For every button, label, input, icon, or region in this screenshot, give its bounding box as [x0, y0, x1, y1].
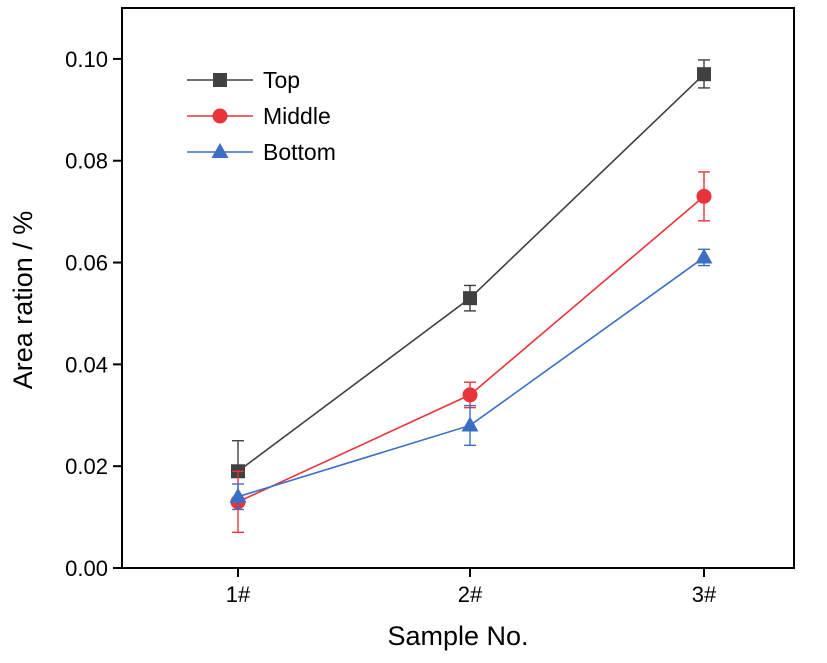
y-tick-label: 0.06: [65, 251, 108, 276]
y-tick-label: 0.02: [65, 454, 108, 479]
legend: Top Middle Bottom: [187, 67, 336, 165]
data-point-middle: [696, 188, 712, 204]
legend-marker-bottom: [211, 143, 229, 158]
plot-frame: [121, 7, 795, 569]
series-middle: [230, 171, 712, 534]
x-axis-ticks: 1# 2# 3#: [226, 568, 717, 607]
x-axis-title: Sample No.: [387, 621, 528, 651]
data-point-bottom: [695, 248, 713, 264]
y-tick-label: 0.00: [65, 556, 108, 581]
legend-label-middle: Middle: [263, 103, 331, 129]
legend-label-top: Top: [263, 67, 300, 93]
series-bottom: [229, 248, 713, 511]
y-tick-label: 0.10: [65, 47, 108, 72]
x-tick-label: 3#: [692, 582, 717, 607]
y-tick-label: 0.04: [65, 352, 108, 377]
legend-entry-top: Top: [187, 67, 300, 93]
legend-marker-middle: [212, 108, 228, 124]
data-point-middle: [462, 387, 478, 403]
x-tick-label: 1#: [226, 582, 251, 607]
series-line-middle: [237, 195, 705, 503]
legend-marker-top: [213, 73, 227, 87]
data-point-top: [463, 291, 477, 306]
y-axis-ticks: 0.00 0.02 0.04 0.06 0.08 0.10: [65, 47, 122, 581]
legend-entry-bottom: Bottom: [187, 139, 336, 165]
series-layer: [229, 59, 713, 534]
series-line-top: [237, 73, 705, 472]
x-tick-label: 2#: [458, 582, 483, 607]
y-axis-title: Area ration / %: [8, 211, 38, 390]
legend-label-bottom: Bottom: [263, 139, 336, 165]
data-point-top: [697, 67, 711, 82]
data-point-bottom: [229, 487, 247, 503]
y-tick-label: 0.08: [65, 149, 108, 174]
legend-entry-middle: Middle: [187, 103, 331, 129]
data-point-bottom: [461, 416, 479, 432]
